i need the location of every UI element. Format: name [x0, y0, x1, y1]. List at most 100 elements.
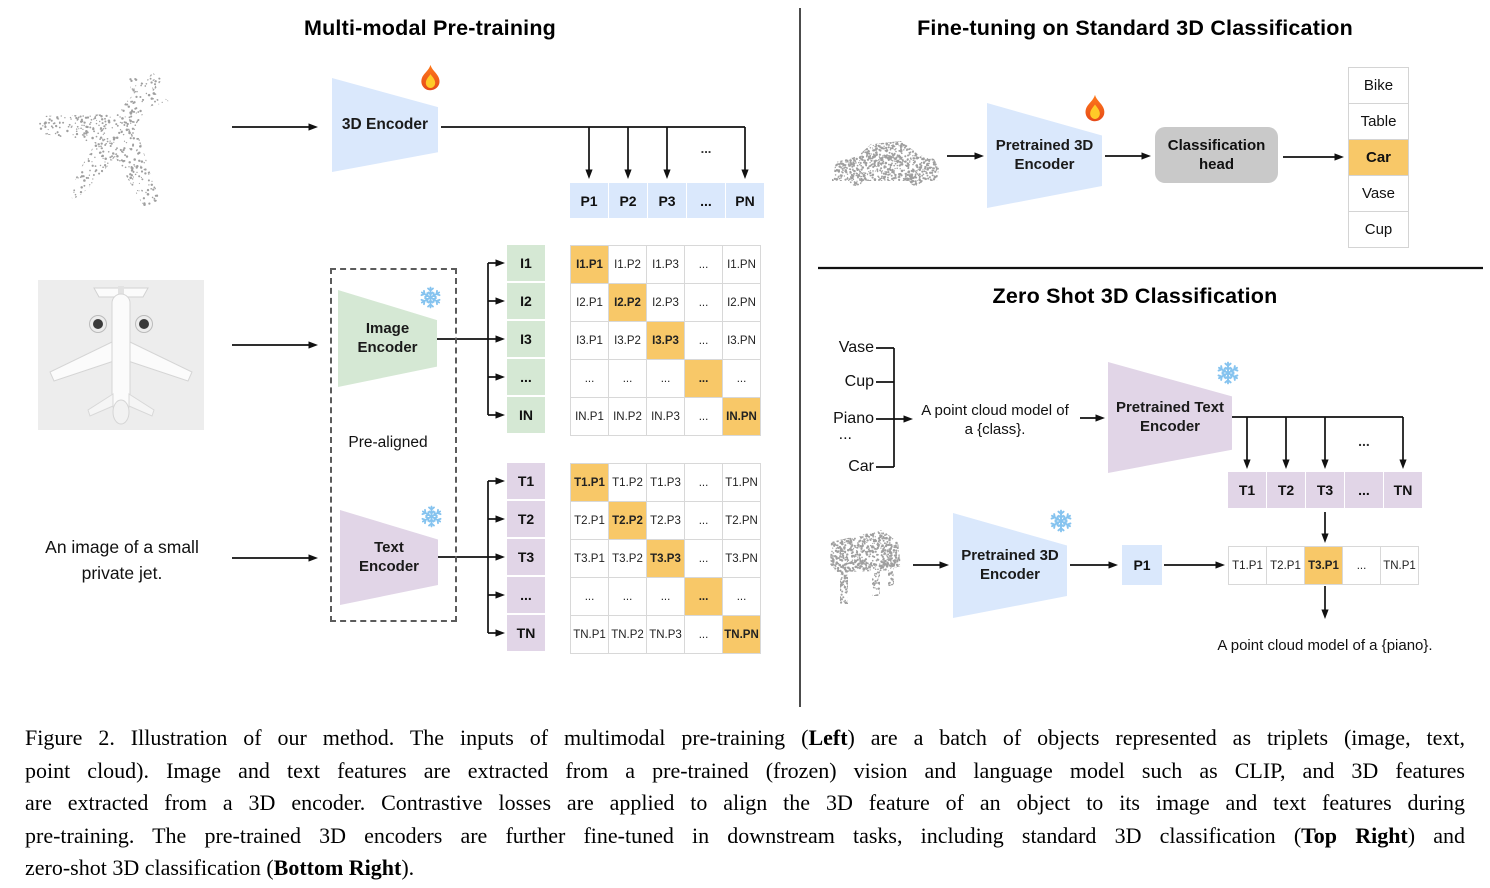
text-encoder-label-line2: Encoder [358, 557, 419, 575]
p-cell: ... [687, 183, 725, 218]
matrix-cell: IN.PN [723, 398, 761, 436]
caption-line: are extracted from a 3D encoder. Contras… [25, 790, 1465, 816]
p-cell: P2 [609, 183, 647, 218]
caption-line: zero-shot 3D classification (Bottom Righ… [25, 855, 415, 881]
t-row-ellipsis: ... [1358, 433, 1370, 449]
zeroshot-class-vase: Vase [838, 339, 874, 356]
matrix-cell: TN.P3 [647, 616, 685, 654]
zeroshot-class-ellipsis: ... [838, 426, 852, 443]
image-text-prompt-line1: An image of a small [45, 537, 199, 557]
left-panel-title: Multi-modal Pre-training [303, 16, 557, 40]
matrix-cell: IN.P2 [609, 398, 647, 436]
matrix-cell: TN.P1 [571, 616, 609, 654]
matrix-cell: ... [685, 616, 723, 654]
caption-line: point cloud). Image and text features ar… [25, 757, 1465, 783]
matrix-cell: ... [723, 578, 761, 616]
matrix-cell: TN.P2 [609, 616, 647, 654]
t-cell: T2 [507, 501, 545, 537]
image-encoder-label-line2: Encoder [357, 338, 418, 356]
result-cell: T1.P1 [1229, 547, 1267, 585]
p-feature-row: P1 P2 P3... PN [570, 183, 764, 218]
matrix-cell: ... [609, 578, 647, 616]
i-cell: I3 [507, 321, 545, 357]
matrix-cell: I3.P3 [647, 322, 685, 360]
i-cell: ... [507, 359, 545, 395]
top-right-panel-title: Fine-tuning on Standard 3D Classificatio… [917, 16, 1353, 40]
zeroshot-class-car: Car [848, 458, 874, 475]
classification-head-label-line1: Classification [1167, 136, 1266, 154]
matrix-cell: T2.P2 [609, 502, 647, 540]
text-encoder-label-line1: Text [374, 539, 404, 557]
p-row-ellipsis: ... [700, 141, 712, 156]
image-point-similarity-matrix: I1.P1 I1.P2 I1.P3... I1.PN I2.P1 I2.P2 I2.P3..… [570, 245, 761, 436]
t-cell: T1 [1228, 472, 1266, 508]
zeroshot-class-cup: Cup [844, 373, 874, 390]
matrix-cell: T1.P1 [571, 464, 609, 502]
class-cell: Table [1349, 104, 1409, 140]
class-cell: Bike [1349, 68, 1409, 104]
snowflake-icon [420, 505, 443, 528]
matrix-cell: ... [571, 360, 609, 398]
snowflake-icon [419, 286, 442, 309]
classification-head-box: Classification head [1155, 127, 1278, 183]
airplane-point-cloud-image [28, 50, 198, 233]
matrix-cell: I1.P2 [609, 246, 647, 284]
t-cell: ... [507, 577, 545, 613]
matrix-cell: ... [685, 502, 723, 540]
snowflake-icon [1049, 509, 1073, 533]
3d-encoder-box: 3D Encoder [332, 78, 438, 172]
image-text-prompt: An image of a small private jet. [28, 534, 216, 586]
matrix-cell: ... [685, 540, 723, 578]
caption-line: Figure 2. Illustration of our method. Th… [25, 725, 1465, 750]
matrix-cell: T3.P1 [571, 540, 609, 578]
flame-icon [417, 64, 444, 91]
bottom-right-panel-title: Zero Shot 3D Classification [992, 284, 1278, 308]
matrix-cell: ... [685, 322, 723, 360]
image-feature-column: I1 I2 I3... IN [507, 245, 545, 433]
pretrained-3d-encoder-label-line2: Encoder [1014, 155, 1075, 173]
matrix-cell: I1.P1 [571, 246, 609, 284]
zeroshot-result-caption: A point cloud model of a {piano}. [1217, 637, 1433, 654]
matrix-cell: I3.P2 [609, 322, 647, 360]
t-cell: T3 [1306, 472, 1344, 508]
text-prompt-line2: a {class}. [964, 421, 1026, 438]
matrix-cell: T2.P1 [571, 502, 609, 540]
matrix-cell: I2.P1 [571, 284, 609, 322]
snowflake-icon [1216, 361, 1240, 385]
matrix-cell: T1.P2 [609, 464, 647, 502]
matrix-cell: I2.PN [723, 284, 761, 322]
i-cell: I1 [507, 245, 545, 281]
classification-head-label-line2: head [1198, 156, 1234, 173]
matrix-cell: T2.PN [723, 502, 761, 540]
matrix-cell: ... [685, 398, 723, 436]
matrix-cell: T2.P3 [647, 502, 685, 540]
matrix-cell: ... [685, 284, 723, 322]
class-cell: Cup [1349, 212, 1409, 248]
matrix-cell: I2.P3 [647, 284, 685, 322]
pre-aligned-label: Pre-aligned [348, 434, 428, 451]
figure-caption: Figure 2. Illustration of our method. Th… [25, 722, 1465, 885]
i-cell: I2 [507, 283, 545, 319]
pretrained-text-encoder-label-line2: Encoder [1139, 417, 1200, 435]
t-cell: TN [507, 615, 545, 651]
piano-point-cloud-image [826, 526, 904, 615]
text-prompt-line1: A point cloud model of [921, 402, 1069, 419]
text-feature-column: T1 T2 T3... TN [507, 463, 545, 651]
pretrained-3d-encoder-label-line1: Pretrained 3D [995, 137, 1094, 155]
matrix-cell: ... [647, 360, 685, 398]
matrix-cell: T1.PN [723, 464, 761, 502]
matrix-cell: ... [647, 578, 685, 616]
matrix-cell: IN.P1 [571, 398, 609, 436]
zeroshot-class-piano: Piano [833, 410, 874, 427]
matrix-cell: ... [723, 360, 761, 398]
result-cell: TN.P1 [1381, 547, 1419, 585]
car-point-cloud-image [828, 131, 942, 194]
pretrained-3d-encoder-zs-label-line2: Encoder [979, 565, 1040, 583]
flame-icon [1081, 94, 1109, 122]
matrix-cell: TN.PN [723, 616, 761, 654]
result-cell: T3.P1 [1305, 547, 1343, 585]
zeroshot-similarity-row: T1.P1 T2.P1 T3.P1... TN.P1 [1228, 546, 1419, 585]
p-cell: PN [726, 183, 764, 218]
result-cell: ... [1343, 547, 1381, 585]
pretrained-text-encoder-box: Pretrained Text Encoder [1108, 362, 1232, 473]
